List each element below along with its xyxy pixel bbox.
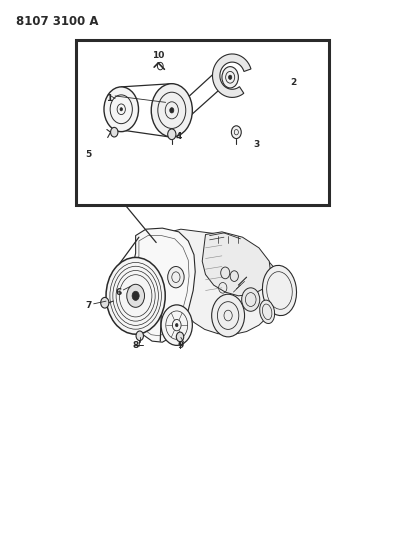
Polygon shape xyxy=(148,229,279,335)
Polygon shape xyxy=(202,232,271,296)
Text: 4: 4 xyxy=(175,133,182,141)
Text: 8107 3100 A: 8107 3100 A xyxy=(16,15,99,28)
Text: 8: 8 xyxy=(132,341,139,350)
Circle shape xyxy=(136,331,143,341)
Circle shape xyxy=(229,75,232,79)
Circle shape xyxy=(104,87,139,132)
Text: 2: 2 xyxy=(291,78,297,87)
Ellipse shape xyxy=(260,300,275,324)
Circle shape xyxy=(168,266,184,288)
Circle shape xyxy=(170,108,174,113)
Text: 3: 3 xyxy=(254,141,260,149)
Circle shape xyxy=(168,129,176,140)
Polygon shape xyxy=(129,228,195,342)
Circle shape xyxy=(111,127,118,137)
Circle shape xyxy=(151,84,192,137)
Circle shape xyxy=(120,108,122,111)
Circle shape xyxy=(106,257,165,334)
Text: 5: 5 xyxy=(85,150,92,159)
Text: 7: 7 xyxy=(85,301,92,310)
Circle shape xyxy=(221,267,230,279)
Circle shape xyxy=(230,271,238,281)
Text: 6: 6 xyxy=(115,288,122,296)
Circle shape xyxy=(176,332,184,342)
Circle shape xyxy=(242,288,260,311)
Circle shape xyxy=(127,284,145,308)
Circle shape xyxy=(175,324,178,327)
Polygon shape xyxy=(212,54,251,98)
Text: 1: 1 xyxy=(106,94,112,103)
Circle shape xyxy=(231,126,241,139)
Circle shape xyxy=(212,294,245,337)
Circle shape xyxy=(132,291,139,301)
Circle shape xyxy=(161,305,192,345)
Circle shape xyxy=(101,297,109,308)
Bar xyxy=(76,40,329,205)
Circle shape xyxy=(222,67,238,88)
Text: 9: 9 xyxy=(178,341,184,350)
Ellipse shape xyxy=(263,265,296,316)
Text: 10: 10 xyxy=(152,52,164,60)
